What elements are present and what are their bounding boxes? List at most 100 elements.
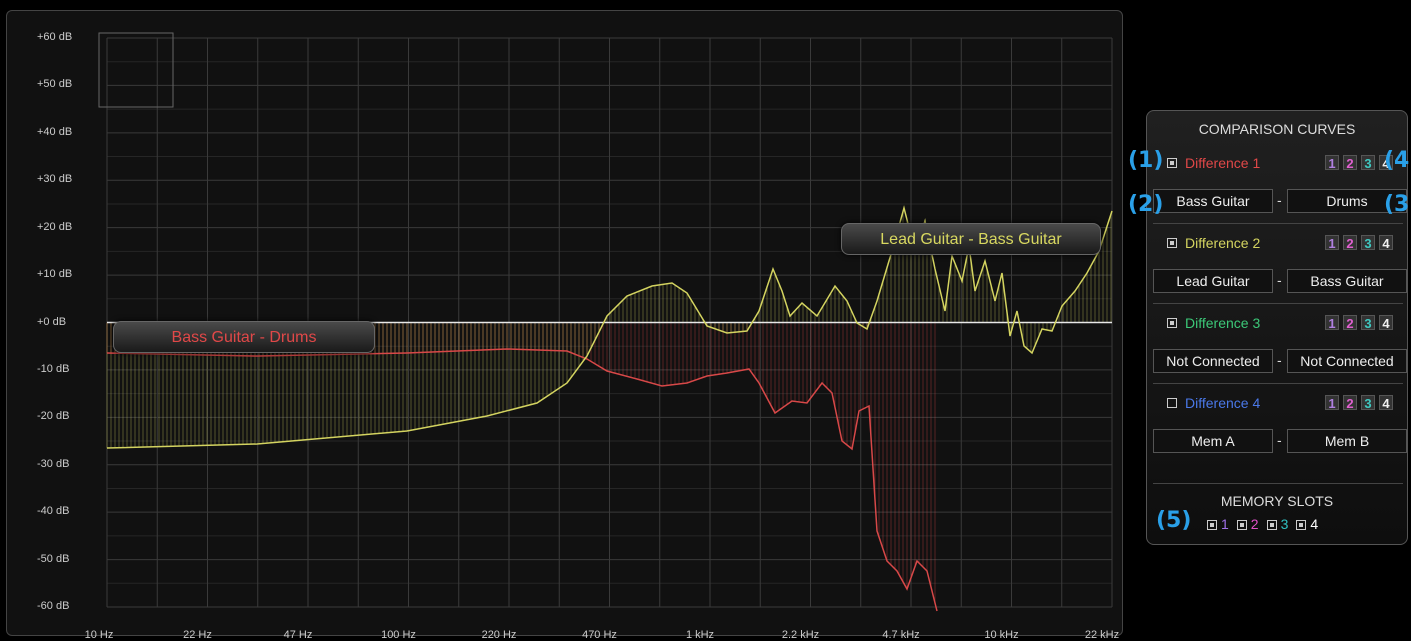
y-axis-label: +0 dB [37, 315, 67, 328]
memory-slots-title: MEMORY SLOTS [1220, 493, 1334, 509]
memory-slot-4[interactable]: 4 [1296, 516, 1318, 532]
x-axis-label: 2.2 kHz [781, 629, 820, 641]
divider [1153, 223, 1403, 224]
difference-2-source-a[interactable]: Lead Guitar [1153, 269, 1273, 293]
difference-1-source-b[interactable]: Drums [1287, 189, 1407, 213]
y-axis-label: +50 dB [37, 78, 73, 91]
memory-slot-4-icon[interactable]: 4 [1379, 315, 1393, 331]
difference-3-label: Difference 3 [1185, 315, 1261, 331]
memory-slot-1-checkbox[interactable] [1207, 520, 1217, 530]
memory-slot-3-icon[interactable]: 3 [1361, 315, 1375, 331]
x-axis-label: 22 Hz [183, 629, 212, 641]
memory-slot-1-label: 1 [1221, 516, 1229, 532]
comparison-curves-panel: COMPARISON CURVES Difference 1 1 2 3 4 Bass G… [1146, 110, 1408, 545]
memory-slot-3-icon[interactable]: 3 [1361, 395, 1375, 411]
memory-slot-1-icon[interactable]: 1 [1325, 155, 1339, 171]
y-axis-label: +20 dB [37, 220, 73, 233]
memory-slot-2-icon[interactable]: 2 [1343, 155, 1357, 171]
y-axis-label: +40 dB [37, 125, 73, 138]
difference-1-source-a[interactable]: Bass Guitar [1153, 189, 1273, 213]
minus-sign: - [1277, 432, 1282, 448]
y-axis-label: +10 dB [37, 268, 73, 281]
memory-slot-2-icon[interactable]: 2 [1343, 395, 1357, 411]
y-axis-label: -60 dB [37, 600, 70, 612]
difference-4-label: Difference 4 [1185, 395, 1261, 411]
memory-slot-2-icon[interactable]: 2 [1343, 315, 1357, 331]
spectrum-graph-panel: +60 dB +50 dB +40 dB +30 dB +20 dB +10 dB +0 d… [6, 10, 1123, 641]
x-axis-label: 220 Hz [481, 629, 517, 641]
difference-2-label: Difference 2 [1185, 235, 1261, 251]
annotation-1: (1) [1128, 148, 1164, 173]
curve-bass-minus-drums[interactable] [106, 348, 938, 612]
x-axis-label: 10 kHz [984, 629, 1019, 641]
memory-slot-1-icon[interactable]: 1 [1325, 235, 1339, 251]
x-axis-label: 4.7 kHz [882, 629, 920, 641]
minus-sign: - [1277, 352, 1282, 368]
y-axis-label: -50 dB [37, 552, 70, 565]
divider [1153, 483, 1403, 484]
y-axis-label: +60 dB [37, 31, 73, 43]
annotation-4: (4) [1384, 148, 1411, 173]
difference-1-checkbox[interactable] [1167, 158, 1177, 168]
difference-4-source-b[interactable]: Mem B [1287, 429, 1407, 453]
memory-slot-2-icon[interactable]: 2 [1343, 235, 1357, 251]
legend-box [98, 32, 174, 108]
difference-4-source-a[interactable]: Mem A [1153, 429, 1273, 453]
difference-2-source-b[interactable]: Bass Guitar [1287, 269, 1407, 293]
memory-slot-1[interactable]: 1 [1207, 516, 1229, 532]
memory-slot-4-icon[interactable]: 4 [1379, 235, 1393, 251]
x-axis-label: 470 Hz [582, 629, 617, 641]
difference-4-checkbox[interactable] [1167, 398, 1177, 408]
minus-sign: - [1277, 272, 1282, 288]
annotation-5: (5) [1156, 508, 1192, 533]
x-axis-label: 100 Hz [381, 629, 416, 641]
minus-sign: - [1277, 192, 1282, 208]
x-axis-label: 10 Hz [84, 629, 114, 641]
y-axis-label: +30 dB [37, 173, 73, 186]
memory-slot-3[interactable]: 3 [1266, 516, 1289, 532]
memory-slot-4-label: 4 [1310, 516, 1319, 532]
y-axis-label: -10 dB [37, 362, 70, 375]
difference-1-label: Difference 1 [1185, 155, 1261, 171]
curve-label-lead-bass[interactable]: Lead Guitar - Bass Guitar [841, 223, 1101, 255]
difference-2-checkbox[interactable] [1167, 238, 1177, 248]
memory-slot-1-icon[interactable]: 1 [1325, 315, 1339, 331]
yellow-curve-fill [106, 211, 1112, 448]
red-curve-fill [106, 322, 936, 603]
y-axis-label: -30 dB [37, 457, 70, 470]
memory-slots: 1 2 3 4 [1207, 516, 1326, 532]
annotation-2: (2) [1128, 192, 1164, 217]
memory-slot-3-label: 3 [1280, 516, 1289, 532]
x-axis-label: 1 kHz [685, 629, 715, 641]
memory-slot-3-icon[interactable]: 3 [1361, 155, 1375, 171]
memory-slot-1-icon[interactable]: 1 [1325, 395, 1339, 411]
memory-slot-2-checkbox[interactable] [1236, 520, 1247, 530]
annotation-3: (3) [1384, 192, 1411, 217]
panel-title: COMPARISON CURVES [1198, 121, 1356, 137]
memory-slot-4-checkbox[interactable] [1296, 520, 1307, 530]
curve-label-bass-drums[interactable]: Bass Guitar - Drums [113, 321, 375, 353]
memory-slot-2-label: 2 [1250, 516, 1259, 532]
memory-slot-3-checkbox[interactable] [1266, 520, 1277, 530]
difference-3-source-a[interactable]: Not Connected [1153, 349, 1273, 373]
spectrum-graph [98, 32, 1113, 612]
memory-slot-4-icon[interactable]: 4 [1379, 395, 1393, 411]
y-axis-label: -40 dB [37, 505, 70, 518]
difference-3-checkbox[interactable] [1167, 318, 1177, 328]
y-axis-label: -20 dB [37, 410, 70, 423]
memory-slot-3-icon[interactable]: 3 [1361, 235, 1375, 251]
divider [1153, 383, 1403, 384]
memory-slot-4-icon[interactable]: 4 [1379, 155, 1393, 171]
memory-slot-2[interactable]: 2 [1236, 516, 1259, 532]
x-axis-label: 22 kHz [1084, 629, 1120, 641]
curve-lead-minus-bass[interactable] [106, 205, 1113, 449]
difference-3-source-b[interactable]: Not Connected [1287, 349, 1407, 373]
divider [1153, 303, 1403, 304]
